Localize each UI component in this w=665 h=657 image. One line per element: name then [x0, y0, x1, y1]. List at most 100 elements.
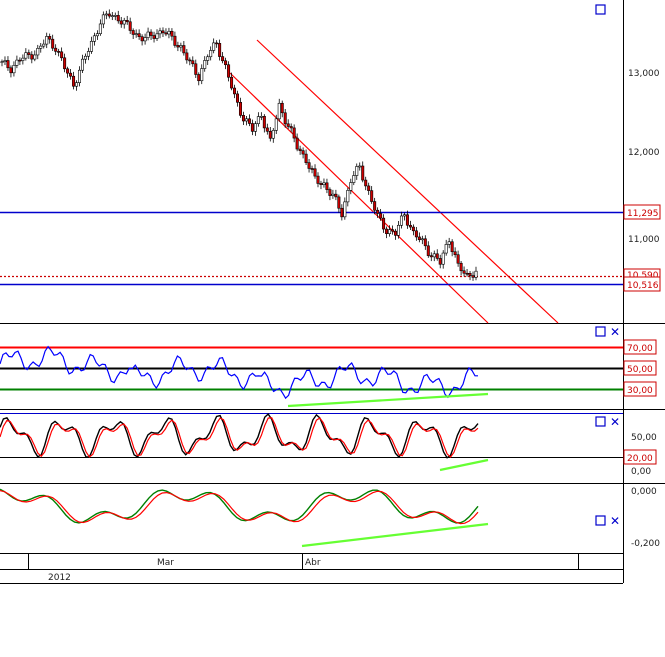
candle-body — [152, 35, 156, 39]
candle-body — [63, 57, 67, 70]
price-panel: 13,000 12,000 11,000 11,295 10,590 10,51… — [0, 4, 661, 324]
candle-body — [128, 21, 132, 31]
candle-body — [465, 272, 469, 275]
macd-tick-0: 0,000 — [631, 487, 657, 497]
candle-body — [182, 45, 186, 54]
candle-body — [107, 13, 111, 17]
macd-divergence-line — [301, 522, 489, 548]
macd-panel: 0,000 -0,200 ✕ — [0, 487, 660, 549]
candle-body — [83, 55, 87, 60]
candle-body — [69, 72, 73, 77]
candle-body — [274, 118, 278, 131]
candle-body — [417, 236, 421, 241]
date-label-mar: Mar — [157, 558, 174, 568]
candle-body — [259, 116, 263, 118]
candle-body — [224, 60, 228, 66]
candle-body — [170, 30, 174, 37]
price-tick-12000: 12,000 — [628, 148, 660, 158]
candle-body — [51, 38, 55, 49]
candle-body — [215, 42, 219, 45]
candle-body — [110, 15, 114, 17]
maximize-icon[interactable] — [595, 4, 606, 15]
candle-body — [236, 93, 240, 103]
candle-body — [441, 252, 445, 265]
candle-body — [414, 230, 418, 238]
close-icon[interactable]: ✕ — [610, 415, 620, 429]
candle-body — [54, 47, 58, 52]
price-axis: 13,000 12,000 11,000 — [628, 69, 660, 245]
price-label-10516: 10,516 — [623, 276, 661, 292]
candle-body — [80, 58, 84, 71]
rsi-divergence-line — [287, 392, 489, 408]
stoch-tick-50: 50,00 — [631, 433, 657, 443]
candle-body — [125, 20, 129, 23]
candle-body — [27, 52, 31, 55]
candle-body — [331, 193, 335, 196]
candle-body — [30, 54, 34, 60]
candle-body — [352, 175, 356, 183]
macd-line — [0, 488, 479, 524]
candle-body — [447, 241, 451, 245]
svg-text:10,590: 10,590 — [627, 271, 659, 281]
candle-body — [396, 224, 400, 236]
date-axis: Mar Abr 2012 — [48, 558, 321, 583]
candle-body — [66, 68, 70, 74]
candle-body — [176, 45, 180, 48]
stoch-d-line — [0, 417, 479, 458]
candle-body — [289, 126, 293, 129]
candle-body — [340, 207, 344, 218]
candle-body — [149, 31, 153, 36]
candle-body — [256, 116, 260, 124]
candle-body — [244, 118, 248, 122]
candle-body — [435, 253, 439, 259]
svg-text:70,00: 70,00 — [627, 344, 653, 354]
candle-body — [367, 185, 371, 191]
candle-body — [24, 52, 28, 59]
candle-body — [319, 183, 323, 185]
close-icon[interactable]: ✕ — [610, 325, 620, 339]
candle-body — [453, 251, 457, 256]
candle-body — [253, 123, 257, 132]
candle-body — [98, 23, 102, 34]
maximize-icon[interactable] — [595, 515, 606, 526]
candle-body — [45, 36, 49, 45]
stoch-tick-0: 0,00 — [631, 467, 651, 477]
candle-body — [408, 224, 412, 228]
candle-body — [197, 74, 201, 82]
candle-body — [426, 245, 430, 256]
candle-body — [122, 20, 126, 25]
candle-body — [286, 123, 290, 127]
candle-body — [292, 127, 296, 139]
close-icon[interactable]: ✕ — [610, 514, 620, 528]
candle-body — [268, 130, 272, 139]
svg-text:10,516: 10,516 — [627, 281, 659, 291]
candle-body — [316, 175, 320, 184]
candle-body — [391, 229, 395, 232]
candle-body — [158, 30, 162, 35]
candle-body — [361, 165, 365, 181]
candle-body — [48, 36, 52, 40]
rsi-label-30: 30,00 — [623, 381, 657, 397]
candle-body — [60, 51, 64, 59]
channel-upper-line — [256, 39, 559, 324]
maximize-icon[interactable] — [595, 416, 606, 427]
candle-body — [6, 60, 10, 69]
candle-body — [394, 230, 398, 236]
candle-body — [36, 48, 40, 56]
candle-body — [307, 162, 311, 169]
rsi-label-50: 50,00 — [623, 360, 657, 376]
candle-body — [325, 182, 329, 190]
candle-body — [194, 63, 198, 75]
candle-body — [3, 60, 7, 62]
candle-body — [203, 60, 207, 69]
rsi-line — [0, 345, 478, 400]
candle-body — [459, 262, 463, 272]
candle-body — [411, 226, 415, 232]
candle-body — [250, 123, 254, 132]
candle-body — [233, 87, 237, 95]
candle-body — [146, 31, 150, 38]
maximize-icon[interactable] — [595, 326, 606, 337]
candle-body — [471, 275, 475, 278]
candle-body — [42, 43, 46, 47]
candle-body — [12, 65, 16, 74]
